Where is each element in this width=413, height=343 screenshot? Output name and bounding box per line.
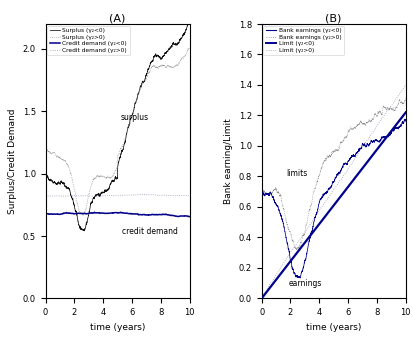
Bank earnings (γ₂<0) <box>402 117 407 121</box>
Limit (γ₂>0) <box>259 296 263 300</box>
Credit demand (γ₂<0) <box>187 214 192 218</box>
Text: limits: limits <box>285 169 306 178</box>
Credit demand (γ₂>0) <box>183 193 188 198</box>
Legend: Bank earnings (γ₂<0), Bank earnings (γ₂>0), Limit (γ₂<0), Limit (γ₂>0): Bank earnings (γ₂<0), Bank earnings (γ₂>… <box>263 26 343 55</box>
Bank earnings (γ₂>0) <box>328 150 333 154</box>
Bank earnings (γ₂<0) <box>266 194 271 198</box>
Surplus (γ₂>0) <box>183 53 188 57</box>
Credit demand (γ₂>0) <box>113 193 118 198</box>
Bank earnings (γ₂>0) <box>402 96 407 100</box>
Limit (γ₂<0) <box>266 287 271 291</box>
Line: Surplus (γ₂>0): Surplus (γ₂>0) <box>45 47 189 215</box>
Credit demand (γ₂<0) <box>113 211 118 215</box>
Limit (γ₂<0) <box>398 116 403 120</box>
Bank earnings (γ₂<0) <box>328 184 333 188</box>
Limit (γ₂>0) <box>398 89 403 93</box>
Limit (γ₂<0) <box>259 296 263 300</box>
Credit demand (γ₂>0) <box>109 193 114 198</box>
Bank earnings (γ₂>0) <box>266 192 271 196</box>
Bank earnings (γ₂>0) <box>372 112 377 116</box>
Limit (γ₂>0) <box>402 83 407 87</box>
Bank earnings (γ₂>0) <box>402 96 407 100</box>
Text: surplus: surplus <box>120 113 148 122</box>
Bank earnings (γ₂>0) <box>259 190 263 194</box>
Credit demand (γ₂>0) <box>50 194 55 198</box>
Surplus (γ₂>0) <box>43 146 48 150</box>
X-axis label: time (years): time (years) <box>90 323 145 332</box>
Credit demand (γ₂<0) <box>183 214 188 218</box>
Surplus (γ₂>0) <box>156 65 161 69</box>
Line: Limit (γ₂>0): Limit (γ₂>0) <box>261 85 405 298</box>
Legend: Surplus (γ₂<0), Surplus (γ₂>0), Credit demand (γ₂<0), Credit demand (γ₂>0): Surplus (γ₂<0), Surplus (γ₂>0), Credit d… <box>47 26 129 55</box>
Limit (γ₂<0) <box>325 211 330 215</box>
Credit demand (γ₂<0) <box>187 214 192 218</box>
Line: Credit demand (γ₂>0): Credit demand (γ₂>0) <box>45 194 189 196</box>
Bank earnings (γ₂>0) <box>325 154 330 158</box>
Surplus (γ₂>0) <box>109 175 114 179</box>
Line: Credit demand (γ₂<0): Credit demand (γ₂<0) <box>45 212 189 216</box>
Surplus (γ₂>0) <box>183 53 188 57</box>
Line: Limit (γ₂<0): Limit (γ₂<0) <box>261 113 405 298</box>
Surplus (γ₂<0) <box>109 179 114 183</box>
Surplus (γ₂<0) <box>156 55 161 59</box>
Surplus (γ₂<0) <box>43 172 48 176</box>
Bank earnings (γ₂<0) <box>398 123 403 127</box>
Line: Bank earnings (γ₂>0): Bank earnings (γ₂>0) <box>261 98 405 250</box>
Line: Bank earnings (γ₂<0): Bank earnings (γ₂<0) <box>261 119 405 278</box>
Limit (γ₂>0) <box>266 284 271 288</box>
Title: (B): (B) <box>325 13 341 23</box>
Y-axis label: Surplus/Credit Demand: Surplus/Credit Demand <box>8 108 17 214</box>
X-axis label: time (years): time (years) <box>305 323 361 332</box>
Credit demand (γ₂>0) <box>97 194 102 198</box>
Title: (A): (A) <box>109 13 126 23</box>
Bank earnings (γ₂<0) <box>372 138 377 142</box>
Surplus (γ₂>0) <box>113 169 118 173</box>
Surplus (γ₂<0) <box>113 175 118 179</box>
Surplus (γ₂>0) <box>187 45 192 49</box>
Credit demand (γ₂<0) <box>183 214 188 218</box>
Credit demand (γ₂>0) <box>183 193 188 198</box>
Surplus (γ₂<0) <box>187 18 192 22</box>
Y-axis label: Bank earning/Limit: Bank earning/Limit <box>223 118 233 204</box>
Surplus (γ₂<0) <box>183 29 188 33</box>
Credit demand (γ₂<0) <box>50 212 55 216</box>
Line: Surplus (γ₂<0): Surplus (γ₂<0) <box>45 20 189 231</box>
Surplus (γ₂<0) <box>81 229 86 233</box>
Credit demand (γ₂<0) <box>156 212 161 216</box>
Surplus (γ₂>0) <box>81 213 85 217</box>
Credit demand (γ₂<0) <box>43 211 48 215</box>
Surplus (γ₂<0) <box>186 17 191 22</box>
Credit demand (γ₂>0) <box>139 192 144 197</box>
Limit (γ₂>0) <box>398 89 403 93</box>
Credit demand (γ₂>0) <box>187 193 192 198</box>
Credit demand (γ₂<0) <box>109 211 114 215</box>
Text: earnings: earnings <box>288 279 322 288</box>
Credit demand (γ₂>0) <box>156 193 161 198</box>
Bank earnings (γ₂>0) <box>398 100 403 105</box>
Bank earnings (γ₂<0) <box>259 190 263 194</box>
Limit (γ₂>0) <box>328 191 333 195</box>
Surplus (γ₂<0) <box>50 180 55 185</box>
Limit (γ₂<0) <box>398 116 403 120</box>
Credit demand (γ₂>0) <box>43 194 48 198</box>
Bank earnings (γ₂<0) <box>398 123 403 127</box>
Limit (γ₂<0) <box>328 206 333 210</box>
Bank earnings (γ₂>0) <box>293 248 298 252</box>
Limit (γ₂>0) <box>372 127 377 131</box>
Text: credit demand: credit demand <box>121 227 177 236</box>
Bank earnings (γ₂<0) <box>297 276 302 280</box>
Bank earnings (γ₂>0) <box>398 101 403 105</box>
Limit (γ₂<0) <box>402 110 407 115</box>
Limit (γ₂<0) <box>372 150 377 154</box>
Surplus (γ₂<0) <box>183 29 188 33</box>
Limit (γ₂>0) <box>325 196 330 200</box>
Credit demand (γ₂<0) <box>118 210 123 214</box>
Bank earnings (γ₂<0) <box>325 188 330 192</box>
Surplus (γ₂>0) <box>50 151 55 155</box>
